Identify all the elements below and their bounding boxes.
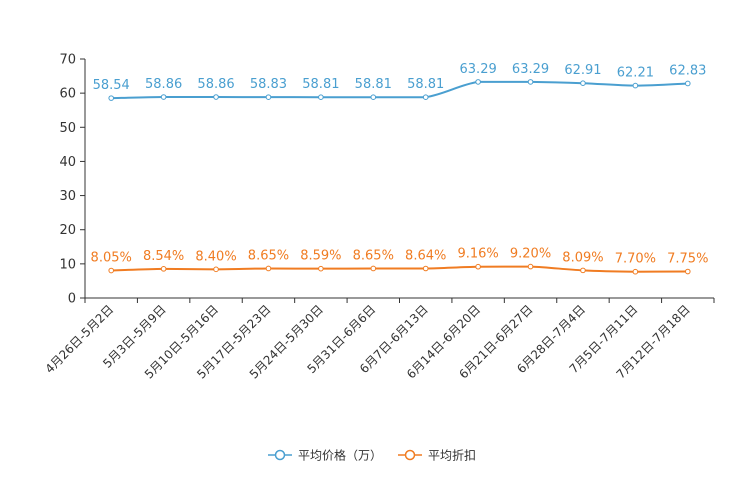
legend-label: 平均价格（万） xyxy=(298,448,382,463)
y-tick-label: 70 xyxy=(59,53,76,68)
data-label: 8.54% xyxy=(143,249,184,264)
data-point xyxy=(422,94,429,101)
data-point xyxy=(422,265,429,272)
data-point xyxy=(370,265,377,272)
data-point xyxy=(632,82,639,89)
data-label: 58.54 xyxy=(93,78,130,93)
data-point xyxy=(265,94,272,100)
data-point xyxy=(580,267,586,274)
y-tick-label: 40 xyxy=(59,155,76,170)
data-label: 58.81 xyxy=(407,77,444,92)
data-label: 9.20% xyxy=(510,247,551,262)
legend-item-1: 平均价格（万） xyxy=(268,448,382,463)
legend: 平均价格（万） 平均折扣 xyxy=(268,448,476,463)
data-label: 8.65% xyxy=(353,248,394,263)
data-point xyxy=(632,268,639,275)
data-label: 63.29 xyxy=(460,62,497,77)
y-tick-label: 50 xyxy=(59,121,76,136)
data-label: 7.70% xyxy=(615,252,656,267)
data-point xyxy=(213,266,219,273)
legend-marker xyxy=(274,449,286,461)
data-point xyxy=(684,80,691,87)
data-label: 58.81 xyxy=(355,77,392,92)
data-point xyxy=(475,263,481,270)
data-point xyxy=(108,267,115,274)
data-label: 8.05% xyxy=(91,251,132,266)
legend-marker xyxy=(404,449,416,461)
y-tick-label: 60 xyxy=(59,87,76,102)
data-point xyxy=(213,94,219,100)
data-label: 8.65% xyxy=(248,248,289,263)
data-label: 58.86 xyxy=(197,77,234,92)
data-point xyxy=(160,94,167,100)
data-label: 62.83 xyxy=(669,63,706,78)
data-label: 8.64% xyxy=(405,249,446,264)
data-label: 62.21 xyxy=(617,66,654,81)
data-point xyxy=(108,95,115,101)
series-layer: 58.54 58.86 58.86 58.83 58.81 58.81 58.81 63.29… xyxy=(91,62,708,275)
data-label: 58.86 xyxy=(145,77,182,92)
data-point xyxy=(475,79,481,85)
data-label: 9.16% xyxy=(457,247,498,262)
data-point xyxy=(370,94,377,101)
y-tick-label: 20 xyxy=(59,223,76,238)
data-point xyxy=(527,79,534,85)
axes: 0102030405060704月26日-5月2日5月3日-5月9日5月10日-… xyxy=(42,53,715,382)
y-tick-label: 0 xyxy=(68,292,76,307)
data-label: 8.09% xyxy=(562,250,603,265)
data-label: 58.83 xyxy=(250,77,287,92)
data-point xyxy=(684,268,691,275)
data-label: 7.75% xyxy=(667,252,708,267)
y-tick-label: 30 xyxy=(59,189,76,204)
series-line xyxy=(111,265,688,273)
data-label: 62.91 xyxy=(564,63,601,78)
data-point xyxy=(318,94,324,101)
data-point xyxy=(265,265,272,272)
data-point xyxy=(160,266,167,272)
series-line xyxy=(111,80,688,100)
data-point xyxy=(318,265,324,272)
data-label: 8.40% xyxy=(195,249,236,264)
data-label: 8.59% xyxy=(300,249,341,264)
data-point xyxy=(527,263,534,270)
data-point xyxy=(580,80,586,87)
legend-item-2: 平均折扣 xyxy=(398,448,476,463)
y-tick-label: 10 xyxy=(59,257,76,272)
series-1: 58.54 58.86 58.86 58.83 58.81 58.81 58.81 63.29… xyxy=(93,62,706,101)
data-label: 63.29 xyxy=(512,62,549,77)
data-label: 58.81 xyxy=(302,77,339,92)
legend-label: 平均折扣 xyxy=(428,448,476,463)
series-2: 8.05% 8.54% 8.40% 8.65% 8.59% 8.65% 8.64% 9.16%… xyxy=(91,247,708,275)
